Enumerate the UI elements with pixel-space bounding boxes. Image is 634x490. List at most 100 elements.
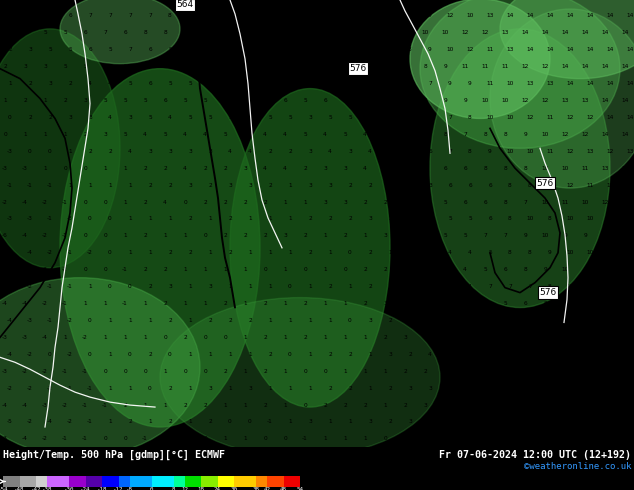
Text: 2: 2 — [168, 419, 172, 424]
Text: 2: 2 — [243, 233, 247, 238]
Text: 10: 10 — [626, 250, 634, 255]
Text: 2: 2 — [148, 352, 152, 357]
Text: 2: 2 — [363, 267, 367, 272]
Text: 5: 5 — [443, 199, 447, 204]
Text: -48: -48 — [14, 488, 25, 490]
Text: 7: 7 — [88, 13, 92, 19]
Ellipse shape — [230, 89, 390, 407]
Text: 1: 1 — [108, 386, 112, 391]
Text: 7: 7 — [308, 13, 312, 19]
Text: 12: 12 — [561, 132, 569, 137]
Text: 2: 2 — [228, 250, 232, 255]
Text: 0: 0 — [3, 132, 7, 137]
Text: 5: 5 — [468, 217, 472, 221]
Text: 1: 1 — [268, 217, 272, 221]
Text: 7: 7 — [448, 115, 452, 120]
Text: 6: 6 — [428, 149, 432, 154]
Text: 11: 11 — [626, 183, 633, 188]
Text: 9: 9 — [583, 267, 587, 272]
Text: 2: 2 — [363, 301, 367, 306]
Text: 8: 8 — [228, 13, 232, 19]
Text: 14: 14 — [507, 13, 514, 19]
Text: 8: 8 — [283, 30, 287, 35]
Text: 10: 10 — [581, 199, 589, 204]
Text: 12: 12 — [181, 488, 188, 490]
Text: 8: 8 — [523, 267, 527, 272]
Text: 9: 9 — [288, 47, 292, 52]
Text: 2: 2 — [263, 301, 267, 306]
Text: 11: 11 — [606, 386, 614, 391]
Text: 14: 14 — [626, 81, 634, 86]
Text: 0: 0 — [128, 284, 132, 289]
Text: 8: 8 — [528, 318, 532, 323]
Text: 1: 1 — [283, 403, 287, 408]
Text: 13: 13 — [547, 81, 553, 86]
Text: 5: 5 — [83, 64, 87, 69]
Text: 8: 8 — [168, 13, 172, 19]
Text: 3: 3 — [423, 335, 427, 340]
Text: 0: 0 — [123, 369, 127, 374]
Text: 3: 3 — [308, 115, 312, 120]
Text: 1: 1 — [248, 250, 252, 255]
Text: 1: 1 — [143, 403, 147, 408]
Text: 0: 0 — [103, 369, 107, 374]
Text: 8: 8 — [523, 369, 527, 374]
Text: 7: 7 — [108, 13, 112, 19]
Text: 14: 14 — [606, 13, 614, 19]
Text: 6: 6 — [148, 81, 152, 86]
Text: 1: 1 — [328, 250, 332, 255]
Text: 9: 9 — [523, 132, 527, 137]
Text: 3: 3 — [283, 233, 287, 238]
Text: 1: 1 — [268, 250, 272, 255]
Text: 7: 7 — [163, 64, 167, 69]
Text: 1: 1 — [268, 386, 272, 391]
Text: 0: 0 — [28, 149, 32, 154]
Text: 6: 6 — [463, 166, 467, 171]
Text: 12: 12 — [626, 318, 634, 323]
Text: 4: 4 — [323, 132, 327, 137]
Text: 1: 1 — [228, 284, 232, 289]
Text: 6: 6 — [83, 30, 87, 35]
Text: 2: 2 — [88, 149, 92, 154]
Text: 5: 5 — [348, 115, 352, 120]
Text: 10: 10 — [586, 217, 593, 221]
Text: 14: 14 — [566, 13, 574, 19]
Text: 4: 4 — [443, 403, 447, 408]
Text: 6: 6 — [488, 217, 492, 221]
Text: 2: 2 — [263, 199, 267, 204]
Text: 12: 12 — [566, 115, 574, 120]
Text: 1: 1 — [88, 284, 92, 289]
Text: 6: 6 — [123, 30, 127, 35]
Text: 3: 3 — [403, 166, 407, 171]
Text: 12: 12 — [446, 13, 454, 19]
Text: 11: 11 — [606, 318, 614, 323]
Text: 9: 9 — [328, 13, 332, 19]
Text: 5: 5 — [63, 30, 67, 35]
Text: 6: 6 — [228, 81, 232, 86]
Text: 2: 2 — [168, 183, 172, 188]
Text: 3: 3 — [103, 132, 107, 137]
Text: 3: 3 — [208, 149, 212, 154]
Text: 8: 8 — [483, 166, 487, 171]
Text: 6: 6 — [148, 47, 152, 52]
Text: -1: -1 — [7, 183, 13, 188]
Text: 3: 3 — [408, 419, 412, 424]
Text: 10: 10 — [566, 217, 574, 221]
Text: -1: -1 — [67, 284, 73, 289]
Text: -2: -2 — [2, 199, 8, 204]
Text: 4: 4 — [403, 267, 407, 272]
Text: 3: 3 — [428, 183, 432, 188]
Text: 9: 9 — [583, 437, 587, 441]
Text: -54: -54 — [0, 488, 8, 490]
Text: -6: -6 — [2, 233, 8, 238]
Text: 1: 1 — [343, 437, 347, 441]
Text: 4: 4 — [363, 132, 367, 137]
Text: 3: 3 — [428, 386, 432, 391]
Text: 9: 9 — [563, 233, 567, 238]
Text: 1: 1 — [208, 217, 212, 221]
Text: 12: 12 — [521, 64, 529, 69]
Text: 6: 6 — [143, 64, 147, 69]
Text: 14: 14 — [606, 81, 614, 86]
Text: 1: 1 — [223, 437, 227, 441]
Text: 7: 7 — [103, 64, 107, 69]
